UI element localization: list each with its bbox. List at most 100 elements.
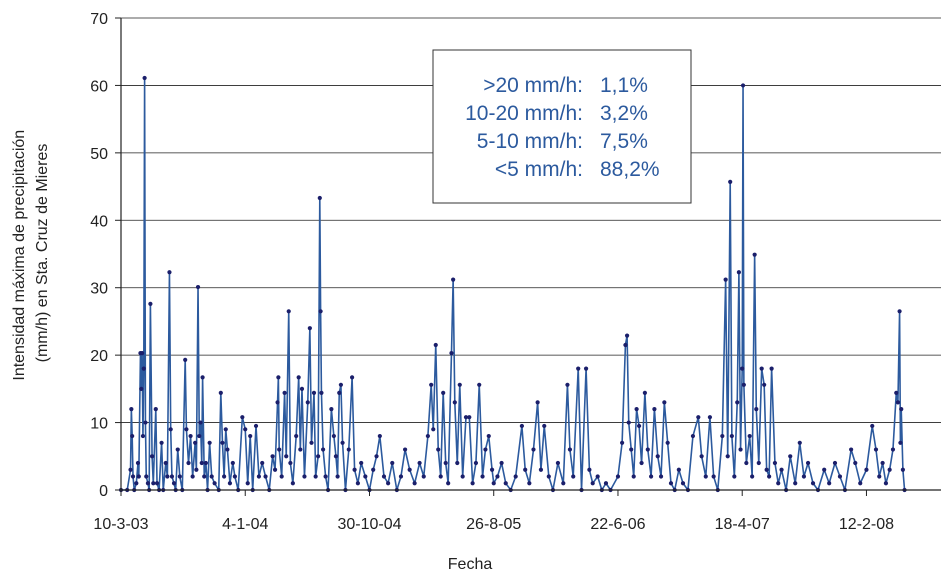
- data-point-165: [531, 447, 536, 452]
- data-point-29: [165, 474, 170, 479]
- data-point-156: [491, 481, 496, 486]
- data-point-39: [184, 427, 189, 432]
- data-point-106: [333, 454, 339, 459]
- data-point-235: [764, 467, 769, 472]
- data-point-81: [279, 474, 284, 479]
- y-tick-label-10: 10: [90, 416, 108, 433]
- data-point-128: [407, 467, 412, 472]
- data-point-217: [725, 454, 730, 459]
- data-point-263: [887, 467, 892, 472]
- data-point-98: [317, 195, 322, 201]
- data-point-40: [186, 460, 191, 466]
- y-tick-label-0: 0: [99, 483, 108, 500]
- annotation-pct-2: 3,2%: [600, 102, 648, 125]
- data-point-145: [457, 382, 462, 387]
- data-point-210: [699, 454, 704, 459]
- data-point-150: [473, 460, 479, 466]
- data-point-113: [349, 375, 355, 380]
- data-point-112: [346, 447, 351, 452]
- data-point-94: [309, 440, 314, 445]
- data-point-78: [275, 400, 280, 405]
- data-point-206: [680, 481, 686, 486]
- data-point-157: [495, 474, 500, 479]
- data-point-77: [272, 467, 278, 472]
- data-point-155: [489, 467, 495, 472]
- data-point-261: [880, 460, 885, 466]
- data-point-2: [128, 467, 133, 472]
- data-point-64: [232, 474, 237, 479]
- data-point-151: [477, 382, 482, 387]
- data-point-134: [431, 427, 436, 432]
- data-point-8: [135, 460, 141, 466]
- data-point-124: [390, 460, 395, 466]
- x-tick-labels: 10-3-03 4-1-04 30-10-04 26-8-05 22-6-06 18-4-…: [93, 516, 894, 533]
- data-point-224: [740, 366, 745, 371]
- data-point-221: [735, 400, 740, 405]
- data-point-4: [130, 433, 135, 439]
- annotation-range-1: >20 mm/h:: [483, 74, 583, 97]
- data-point-100: [319, 390, 324, 395]
- data-point-238: [772, 460, 778, 466]
- data-point-41: [188, 433, 193, 439]
- data-point-43: [193, 440, 198, 445]
- data-point-74: [263, 474, 268, 479]
- data-point-255: [853, 460, 858, 466]
- data-point-67: [243, 427, 248, 432]
- data-point-231: [754, 406, 759, 412]
- data-point-249: [822, 467, 827, 472]
- series-line: [121, 77, 906, 491]
- data-point-152: [480, 474, 485, 479]
- data-point-189: [626, 420, 631, 425]
- x-tick-label-0: 10-3-03: [93, 516, 148, 533]
- data-point-198: [652, 406, 657, 412]
- data-point-35: [175, 447, 180, 452]
- annotation-range-2: 10-20 mm/h:: [465, 102, 583, 125]
- y-tick-labels: 0 10 20 30 40 50 60 70: [90, 11, 108, 500]
- annotation-box: >20 mm/h: 1,1% 10-20 mm/h: 3,2% 5-10 mm/…: [432, 49, 692, 204]
- data-point-176: [576, 366, 581, 371]
- data-point-233: [759, 366, 764, 371]
- annotation-pct-4: 88,2%: [600, 158, 660, 181]
- data-point-92: [305, 400, 310, 405]
- data-point-104: [329, 406, 334, 412]
- data-point-133: [429, 382, 434, 387]
- data-point-246: [805, 460, 811, 466]
- data-point-174: [567, 447, 573, 452]
- data-point-71: [253, 423, 259, 429]
- data-point-3: [129, 406, 134, 412]
- annotation-pct-3: 7,5%: [600, 130, 648, 153]
- data-point-251: [832, 460, 838, 466]
- data-point-230: [752, 252, 757, 257]
- data-point-93: [307, 326, 312, 331]
- data-point-38: [183, 357, 188, 362]
- data-point-187: [623, 342, 628, 348]
- data-point-84: [286, 309, 291, 314]
- data-point-101: [321, 447, 326, 452]
- data-point-11: [139, 386, 144, 391]
- data-point-7: [134, 481, 139, 486]
- data-point-216: [723, 277, 728, 282]
- data-point-197: [649, 474, 654, 479]
- data-point-127: [403, 447, 408, 452]
- y-tick-label-40: 40: [90, 213, 108, 230]
- data-point-135: [433, 342, 438, 348]
- data-point-36: [177, 474, 182, 479]
- data-point-260: [877, 474, 882, 479]
- data-point-42: [190, 474, 195, 479]
- data-point-140: [446, 481, 451, 486]
- data-point-252: [837, 474, 843, 479]
- data-point-60: [223, 427, 228, 432]
- data-point-86: [290, 481, 295, 486]
- data-point-73: [260, 460, 265, 466]
- data-point-158: [499, 460, 504, 466]
- data-point-202: [665, 440, 670, 445]
- axes: [115, 17, 941, 496]
- x-tick-label-2: 30-10-04: [337, 516, 401, 533]
- data-point-30: [167, 270, 172, 275]
- data-point-63: [230, 460, 235, 466]
- data-point-192: [634, 406, 639, 412]
- data-point-203: [668, 481, 674, 486]
- data-point-116: [359, 460, 364, 466]
- data-point-85: [288, 460, 293, 466]
